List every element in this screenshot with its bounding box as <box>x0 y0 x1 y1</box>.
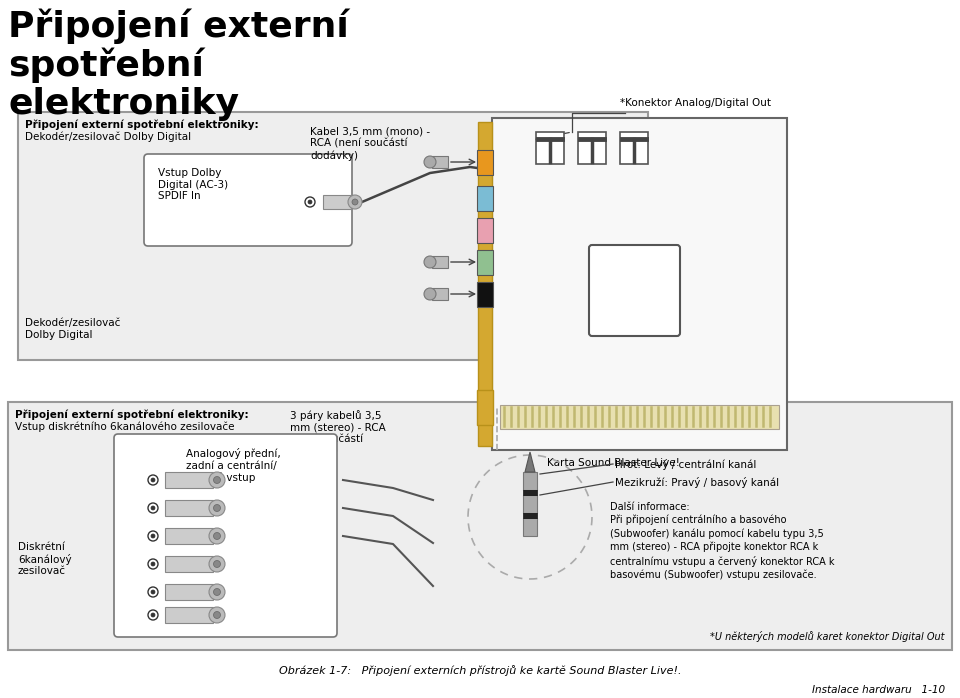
Bar <box>165 607 213 623</box>
Circle shape <box>348 195 362 209</box>
Circle shape <box>151 478 155 482</box>
Circle shape <box>148 587 158 597</box>
Text: Analogový přední,
zadní a centrální/
basový vstup: Analogový přední, zadní a centrální/ bas… <box>186 448 280 484</box>
Circle shape <box>308 200 312 204</box>
Bar <box>165 500 213 516</box>
Circle shape <box>151 506 155 510</box>
Bar <box>477 390 493 425</box>
Bar <box>478 122 492 446</box>
Bar <box>165 472 213 488</box>
Text: Karta Sound Blaster Live!: Karta Sound Blaster Live! <box>547 458 680 468</box>
Bar <box>620 132 648 164</box>
Circle shape <box>424 156 436 168</box>
Text: Diskrétní
6kanálový
zesilovač: Diskrétní 6kanálový zesilovač <box>18 542 72 577</box>
Circle shape <box>151 562 155 566</box>
Circle shape <box>209 607 225 623</box>
Bar <box>523 495 537 513</box>
Bar <box>477 186 493 211</box>
Circle shape <box>305 197 315 207</box>
Text: Dekodér/zesilovač Dolby Digital: Dekodér/zesilovač Dolby Digital <box>25 132 191 142</box>
Bar <box>578 132 606 164</box>
Bar <box>165 556 213 572</box>
Text: Vstup Dolby
Digital (AC-3)
SPDIF In: Vstup Dolby Digital (AC-3) SPDIF In <box>158 168 228 201</box>
FancyBboxPatch shape <box>144 154 352 246</box>
Bar <box>500 405 779 429</box>
Text: Instalace hardwaru   1-10: Instalace hardwaru 1-10 <box>812 685 945 695</box>
Text: *Konektor Analog/Digital Out: *Konektor Analog/Digital Out <box>620 98 771 108</box>
Bar <box>477 218 493 243</box>
Circle shape <box>209 472 225 488</box>
Circle shape <box>151 534 155 538</box>
Circle shape <box>213 505 221 512</box>
Bar <box>165 528 213 544</box>
Circle shape <box>151 590 155 594</box>
Circle shape <box>213 560 221 567</box>
Circle shape <box>148 531 158 541</box>
Bar <box>523 472 537 490</box>
Text: Vstup diskrétního 6kanálového zesilovače: Vstup diskrétního 6kanálového zesilovače <box>15 422 234 433</box>
FancyBboxPatch shape <box>589 245 680 336</box>
Bar <box>492 118 787 450</box>
FancyBboxPatch shape <box>114 434 337 637</box>
Text: Dekodér/zesilovač
Dolby Digital: Dekodér/zesilovač Dolby Digital <box>25 318 120 340</box>
Text: Kabel 3,5 mm (mono) -
RCA (není součástí
dodávky): Kabel 3,5 mm (mono) - RCA (není součástí… <box>310 127 430 161</box>
Bar <box>165 584 213 600</box>
Bar <box>523 513 537 518</box>
Text: Hrot: Levý / centrální kanál: Hrot: Levý / centrální kanál <box>615 459 756 470</box>
Circle shape <box>148 475 158 485</box>
Text: 3 páry kabelů 3,5
mm (stereo) - RCA
(není součástí
dodávky): 3 páry kabelů 3,5 mm (stereo) - RCA (nen… <box>290 410 386 456</box>
Circle shape <box>352 199 358 205</box>
Bar <box>523 490 537 495</box>
Bar <box>8 402 952 650</box>
Bar <box>323 195 351 209</box>
Bar <box>18 112 648 360</box>
Bar <box>477 150 493 175</box>
Text: Mezikruží: Pravý / basový kanál: Mezikruží: Pravý / basový kanál <box>615 477 780 488</box>
Circle shape <box>151 613 155 617</box>
Text: *U některých modelů karet konektor Digital Out: *U některých modelů karet konektor Digit… <box>709 631 944 642</box>
Circle shape <box>213 533 221 540</box>
Bar <box>523 518 537 536</box>
Text: Připojení externí
spotřební
elektroniky: Připojení externí spotřební elektroniky <box>8 8 348 121</box>
Bar <box>536 132 564 164</box>
Circle shape <box>213 477 221 484</box>
Bar <box>432 156 448 168</box>
Circle shape <box>148 610 158 620</box>
Circle shape <box>424 288 436 300</box>
Bar <box>477 282 493 307</box>
Text: Připojení externí spotřební elektroniky:: Připojení externí spotřební elektroniky: <box>15 409 249 419</box>
Circle shape <box>209 528 225 544</box>
Circle shape <box>213 588 221 595</box>
Circle shape <box>209 556 225 572</box>
Text: Další informace:
Při připojení centrálního a basového
(Subwoofer) kanálu pomocí : Další informace: Při připojení centrální… <box>610 502 834 580</box>
Bar <box>432 288 448 300</box>
Circle shape <box>209 584 225 600</box>
Bar <box>477 250 493 275</box>
Text: Připojení externí spotřební elektroniky:: Připojení externí spotřební elektroniky: <box>25 119 258 130</box>
Polygon shape <box>525 452 535 472</box>
Circle shape <box>424 256 436 268</box>
Circle shape <box>148 559 158 569</box>
Bar <box>432 256 448 268</box>
Circle shape <box>209 500 225 516</box>
Circle shape <box>213 611 221 618</box>
Circle shape <box>148 503 158 513</box>
Text: Obrázek 1-7:   Připojení externích přístrojů ke kartě Sound Blaster Live!.: Obrázek 1-7: Připojení externích přístro… <box>278 665 682 676</box>
